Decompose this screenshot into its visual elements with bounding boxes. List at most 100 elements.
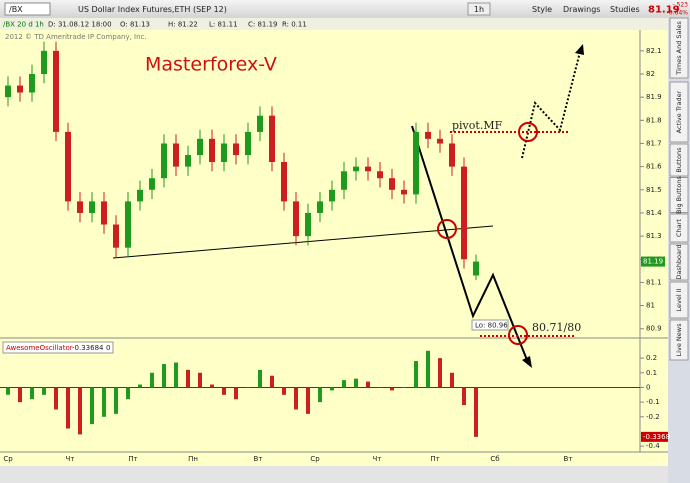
last-price-label: 81.19 bbox=[643, 258, 663, 266]
info-item: /BX 20 d 1h bbox=[3, 21, 44, 29]
style-button[interactable]: Style bbox=[532, 5, 552, 14]
candle-body bbox=[353, 166, 359, 172]
study-box[interactable] bbox=[2, 341, 114, 354]
annotation: Lo: 80.96 bbox=[475, 322, 508, 330]
candle-body bbox=[101, 201, 107, 225]
interval-button[interactable] bbox=[467, 2, 491, 16]
side-tab-label[interactable]: Dashboard bbox=[675, 244, 683, 279]
oscillator-bar bbox=[6, 387, 10, 395]
info-item: L: 81.11 bbox=[209, 21, 238, 29]
y-tick-label: 81 bbox=[646, 302, 655, 310]
side-tab[interactable] bbox=[669, 281, 689, 319]
x-tick-label: Пт bbox=[128, 455, 137, 463]
x-tick-label: Чт bbox=[373, 455, 382, 463]
side-tab[interactable] bbox=[669, 243, 689, 281]
interval[interactable]: 1h bbox=[474, 5, 484, 14]
x-tick-label: Пт bbox=[430, 455, 439, 463]
candle-body bbox=[257, 115, 263, 132]
y-tick-label: 0.1 bbox=[646, 369, 657, 377]
side-tab[interactable] bbox=[669, 213, 689, 243]
last-value-tag bbox=[641, 431, 668, 442]
candle-body bbox=[269, 115, 275, 162]
oscillator-bar bbox=[234, 387, 238, 400]
oscillator-bar bbox=[294, 387, 298, 410]
side-tab[interactable] bbox=[669, 81, 689, 143]
side-tab-label[interactable]: Level II bbox=[675, 288, 683, 311]
oscillator-bar bbox=[18, 387, 22, 403]
oscillator-bar bbox=[78, 387, 82, 435]
oscillator-bar bbox=[30, 387, 34, 400]
oscillator-bar bbox=[462, 387, 466, 406]
oscillator-bar bbox=[258, 369, 262, 388]
x-tick-label: Вт bbox=[254, 455, 263, 463]
toolbar bbox=[0, 0, 690, 18]
y-tick-label: 81.8 bbox=[646, 116, 662, 124]
candle-body bbox=[89, 201, 95, 213]
y-tick-label: 0.2 bbox=[646, 354, 657, 362]
y-tick-label: 81.7 bbox=[646, 139, 662, 147]
oscillator-bar bbox=[174, 362, 178, 388]
change-pct: -0.64% bbox=[667, 10, 689, 17]
study-value: -0.33684 bbox=[72, 344, 104, 352]
y-tick-label: 82 bbox=[646, 70, 655, 78]
trendline bbox=[112, 225, 494, 259]
side-tab[interactable] bbox=[669, 177, 689, 213]
candle-body bbox=[293, 201, 299, 237]
info-item: O: 81.13 bbox=[120, 21, 150, 29]
circle-marker bbox=[508, 325, 528, 345]
y-tick-label: 81.1 bbox=[646, 278, 662, 286]
side-tab[interactable] bbox=[669, 143, 689, 177]
y-tick-label: 0 bbox=[646, 383, 650, 391]
candle-body bbox=[425, 131, 431, 139]
symbol-box[interactable] bbox=[4, 2, 51, 16]
study-param: 0 bbox=[106, 344, 110, 352]
symbol[interactable]: /BX bbox=[9, 5, 23, 14]
side-tab-label[interactable]: Active Trader bbox=[675, 90, 683, 133]
candle-body bbox=[317, 201, 323, 213]
side-tab-label[interactable]: Buttons bbox=[675, 147, 683, 173]
drawings bbox=[112, 44, 584, 368]
dotted-arrow bbox=[521, 51, 581, 159]
oscillator-bar bbox=[318, 387, 322, 403]
candle-body bbox=[137, 189, 143, 202]
oscillator-bar bbox=[426, 350, 430, 388]
annotation: 80.71/80 bbox=[532, 321, 581, 334]
info-item: D: 31.08.12 18:00 bbox=[48, 21, 112, 29]
candle-body bbox=[41, 50, 47, 74]
candle-body bbox=[233, 143, 239, 156]
annotation: pivot.MF bbox=[452, 119, 503, 132]
oscillator-bar bbox=[270, 375, 274, 388]
study-title[interactable]: AwesomeOscillator bbox=[6, 344, 73, 352]
candle-body bbox=[413, 131, 419, 195]
oscillator-bar bbox=[474, 387, 478, 437]
drawings-button[interactable]: Drawings bbox=[563, 5, 600, 14]
candle-body bbox=[365, 166, 371, 172]
oscillator-bar bbox=[42, 387, 46, 395]
studies-button[interactable]: Studies bbox=[610, 5, 640, 14]
y-tick-label: 81.3 bbox=[646, 232, 662, 240]
candle-body bbox=[449, 143, 455, 167]
x-tick-label: Ср bbox=[310, 455, 320, 463]
y-tick-label: 80.9 bbox=[646, 325, 662, 333]
side-tab[interactable] bbox=[669, 319, 689, 361]
y-tick-label: 81.4 bbox=[646, 209, 662, 217]
scroll-bar[interactable] bbox=[0, 466, 668, 483]
oscillator-bar bbox=[102, 387, 106, 417]
candle-body bbox=[29, 74, 35, 93]
side-tab[interactable] bbox=[669, 17, 689, 79]
candle-body bbox=[77, 201, 83, 213]
oscillator-bar bbox=[414, 361, 418, 388]
side-tab-label[interactable]: Big Buttons bbox=[675, 176, 683, 214]
oscillator-bar bbox=[54, 387, 58, 410]
candle-body bbox=[377, 171, 383, 179]
candle-body bbox=[341, 171, 347, 190]
oscillator-bar bbox=[402, 387, 406, 388]
side-tab-label[interactable]: Times And Sales bbox=[675, 21, 683, 76]
circle-marker bbox=[518, 122, 538, 142]
side-tab-label[interactable]: Chart bbox=[675, 219, 683, 237]
x-tick-label: Пн bbox=[188, 455, 198, 463]
side-tab-label[interactable]: Live News bbox=[675, 323, 683, 357]
candle-body bbox=[125, 201, 131, 248]
oscillator-bar bbox=[378, 387, 382, 388]
candle-body bbox=[281, 162, 287, 202]
